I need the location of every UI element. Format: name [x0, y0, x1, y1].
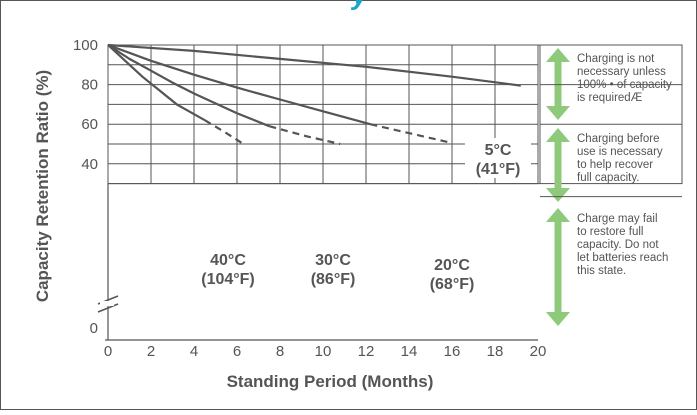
zone-arrow-head-down	[546, 312, 570, 326]
curve-solid	[107, 44, 270, 128]
y-tick-label: 100	[73, 37, 98, 54]
y-axis-label: Capacity Retention Ratio (%)	[33, 70, 52, 302]
curve-solid	[107, 44, 206, 122]
curve-label-bg	[465, 138, 531, 178]
axis-break-mark	[97, 295, 119, 313]
x-tick-label: 10	[315, 343, 332, 360]
header-fragment: y	[350, 0, 369, 10]
zone-note-line: Charge may fail	[577, 213, 658, 225]
zone-arrow-head-up	[546, 48, 570, 62]
zone-note-line: is requiredÆ	[577, 92, 642, 104]
zone-arrow-shaft	[554, 140, 562, 190]
curve-label-temp-c: 20°C	[434, 257, 470, 274]
zone-arrow-head-up	[546, 208, 570, 222]
zone-note-line: use is necessary	[577, 146, 663, 158]
x-tick-label: 14	[401, 343, 418, 360]
curve-label-temp-f: (68°F)	[430, 276, 475, 293]
x-tick-label: 0	[104, 343, 112, 360]
curve-dashed	[204, 119, 244, 145]
zone-arrow-shaft	[554, 60, 562, 108]
curve-label-temp-f: (86°F)	[311, 271, 356, 288]
y-tick-label: 80	[81, 77, 98, 94]
x-tick-label: 18	[487, 343, 504, 360]
x-tick-label: 6	[233, 343, 241, 360]
y-tick-label: 40	[81, 156, 98, 173]
curve-label-bg	[300, 248, 366, 288]
zone-note-line: capacity. Do not	[577, 239, 659, 251]
curve-solid	[107, 43, 521, 87]
tick-labels: 0 2 4 6 8 10 12 14 16 18 20 0 40 60 80 100	[73, 37, 546, 360]
x-tick-label: 16	[444, 343, 461, 360]
x-tick-label: 4	[190, 343, 198, 360]
zone-note-line: Charging before	[577, 133, 659, 145]
curve-label-temp-f: (104°F)	[201, 271, 255, 288]
zone-note-line: full capacity.	[577, 172, 639, 184]
x-tick-label: 2	[147, 343, 155, 360]
curve-label-temp-c: 30°C	[315, 252, 351, 269]
curve-label-bg	[419, 253, 485, 293]
y-tick-label: 0	[90, 320, 98, 337]
zone-arrow-head-down	[546, 106, 570, 120]
x-axis-label: Standing Period (Months)	[227, 372, 434, 391]
curve-dashed	[370, 123, 448, 144]
zone-note-line: necessary unless	[577, 66, 666, 78]
curve-label-temp-f: (41°F)	[476, 161, 521, 178]
y-tick-label: 60	[81, 116, 98, 133]
x-tick-label: 12	[358, 343, 375, 360]
zone-note-line: let batteries reach	[577, 252, 668, 264]
zone-arrow-shaft	[554, 220, 562, 314]
zone-note-line: this state.	[577, 265, 626, 277]
zone-arrow-head-up	[546, 128, 570, 142]
x-tick-label: 8	[276, 343, 284, 360]
curve-label-temp-c: 40°C	[210, 252, 246, 269]
curve-solid	[107, 43, 371, 126]
curve-label-bg	[195, 248, 261, 288]
curve-labels: 5°C (41°F) 20°C (68°F) 30°C (86°F) 40°C (104°F)	[195, 138, 531, 293]
zone-note-line: to restore full	[577, 226, 643, 238]
plot-border	[107, 44, 683, 185]
zone-arrow-head-down	[546, 188, 570, 202]
zone-note-line: to help recover	[577, 159, 653, 171]
curve-dashed	[269, 125, 341, 146]
curve-label-temp-c: 5°C	[485, 142, 512, 159]
x-tick-label: 20	[530, 343, 547, 360]
curves	[107, 43, 521, 146]
zone-note-line: Charging is not	[577, 53, 655, 65]
